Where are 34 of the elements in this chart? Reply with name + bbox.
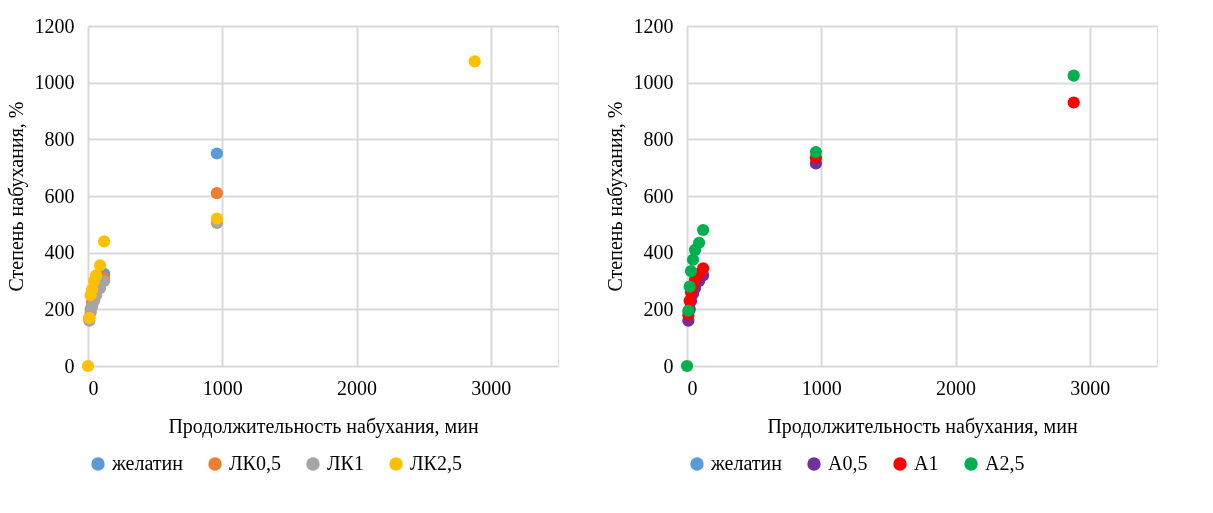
y-tick-label: 0 (64, 354, 75, 377)
x-tick-label: 3000 (1070, 376, 1111, 399)
y-tick-label: 1200 (633, 14, 674, 37)
y-tick-label: 1000 (34, 71, 75, 94)
y-tick-label: 400 (643, 241, 674, 264)
legend-label: A1 (914, 452, 939, 474)
y-tick-label: 600 (44, 184, 75, 207)
y-tick-label: 200 (44, 297, 75, 320)
y-tick-label: 200 (643, 297, 674, 320)
x-axis-title: Продолжительность набухания, мин (767, 414, 1078, 438)
legend-label: желатин (710, 452, 783, 474)
legend-label: ЛК2,5 (410, 452, 462, 474)
x-tick-label: 0 (88, 376, 99, 399)
y-tick-label: 800 (44, 127, 75, 150)
legend-label: ЛК0,5 (229, 452, 281, 474)
y-tick-label: 800 (643, 127, 674, 150)
x-tick-label: 2000 (337, 376, 378, 399)
x-tick-label: 2000 (936, 376, 977, 399)
y-axis-title: Степень набухания, % (603, 101, 627, 292)
x-tick-label: 3000 (471, 376, 512, 399)
y-tick-label: 1200 (34, 14, 75, 37)
legend-label: желатин (111, 452, 184, 474)
y-tick-label: 1000 (633, 71, 674, 94)
legend-label: A2,5 (985, 452, 1025, 474)
x-tick-label: 1000 (202, 376, 243, 399)
x-tick-label: 1000 (801, 376, 842, 399)
y-tick-label: 600 (643, 184, 674, 207)
legend-label: ЛК1 (327, 452, 364, 474)
x-tick-label: 0 (687, 376, 698, 399)
y-tick-label: 0 (663, 354, 674, 377)
y-axis-title: Степень набухания, % (4, 101, 28, 292)
legend-label: A0,5 (828, 452, 868, 474)
y-tick-label: 400 (44, 241, 75, 264)
x-axis-title: Продолжительность набухания, мин (168, 414, 479, 438)
